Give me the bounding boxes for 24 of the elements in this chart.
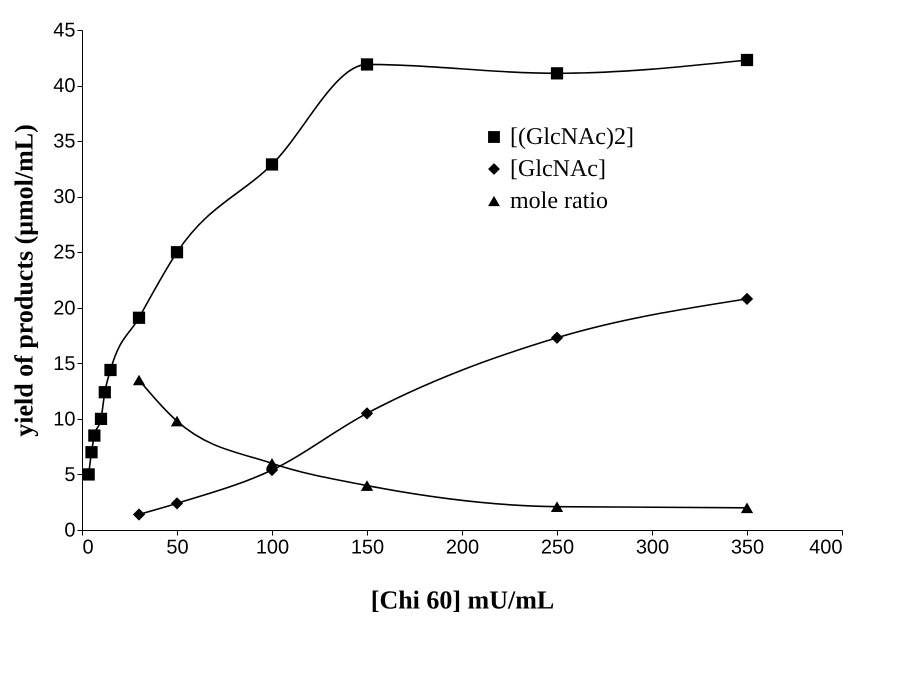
- y-tick-label: 0: [64, 520, 76, 542]
- y-axis-title: yield of products (μmol/mL): [9, 124, 38, 437]
- y-tick-label: 5: [64, 464, 76, 486]
- x-tick-label: 350: [730, 536, 764, 558]
- x-tick-label: 200: [446, 536, 480, 558]
- x-tick-label: 300: [636, 536, 670, 558]
- legend-label: [GlcNAc]: [510, 156, 606, 182]
- y-tick-label: 35: [53, 130, 76, 153]
- y-tick-label: 20: [53, 297, 76, 320]
- legend-label: mole ratio: [510, 188, 608, 214]
- x-tick-label: 250: [540, 536, 574, 558]
- x-tick-label: 100: [256, 536, 290, 558]
- x-tick-label: 150: [350, 536, 384, 558]
- x-tick-label: 50: [166, 536, 189, 558]
- y-tick-label: 25: [53, 242, 76, 264]
- x-tick-label: 0: [82, 536, 94, 558]
- x-axis-title: [Chi 60] mU/mL: [370, 586, 554, 614]
- y-tick-label: 15: [53, 352, 76, 375]
- y-tick-label: 45: [53, 20, 76, 42]
- legend-label: [(GlcNAc)2]: [510, 124, 634, 150]
- x-tick-label: 400: [809, 536, 842, 558]
- y-tick-label: 40: [53, 75, 76, 98]
- y-tick-label: 10: [53, 408, 76, 430]
- y-tick-label: 30: [53, 186, 76, 208]
